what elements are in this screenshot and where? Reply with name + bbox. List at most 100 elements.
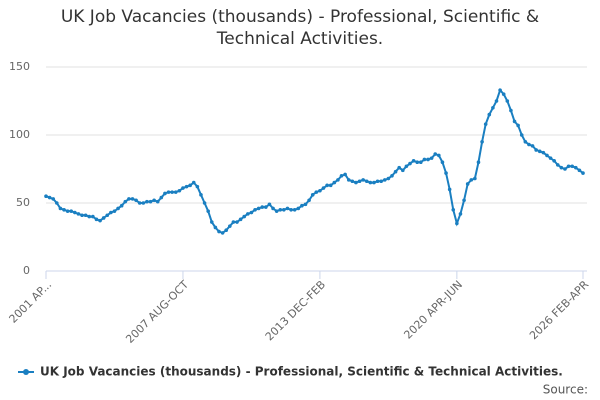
point [296, 206, 301, 211]
point [173, 190, 178, 194]
point [191, 180, 196, 185]
point [310, 193, 315, 197]
point [455, 221, 459, 226]
point [343, 172, 347, 177]
point [519, 133, 524, 137]
point [123, 199, 128, 204]
point [541, 150, 546, 155]
point [47, 195, 52, 200]
point [224, 228, 229, 232]
point [264, 205, 268, 209]
point [379, 179, 383, 184]
point [325, 183, 329, 188]
point [137, 201, 142, 205]
point [253, 208, 257, 212]
point [458, 212, 463, 216]
point [127, 197, 131, 201]
point [184, 184, 189, 189]
point [357, 179, 362, 184]
point [285, 206, 290, 211]
point [422, 157, 427, 162]
point [318, 188, 322, 193]
point [462, 198, 466, 203]
point [563, 167, 567, 171]
point [155, 199, 160, 204]
point [512, 119, 517, 124]
point [116, 206, 120, 211]
point [282, 208, 286, 212]
point [480, 140, 484, 144]
point [76, 212, 81, 216]
y-tick-label: 0 [23, 264, 30, 277]
point [555, 163, 560, 167]
legend-marker [23, 369, 29, 375]
point [336, 178, 340, 182]
point [346, 178, 351, 182]
point [289, 208, 293, 212]
point [328, 183, 333, 188]
point [163, 191, 167, 196]
source: Source: [543, 383, 588, 397]
point [534, 148, 538, 152]
point [368, 180, 373, 185]
x-tick-label: 2007 AUG-OCT [123, 278, 191, 346]
y-tick-label: 100 [9, 128, 30, 141]
point [408, 161, 412, 166]
point [145, 199, 149, 204]
point [148, 199, 153, 204]
point [364, 179, 369, 184]
point [101, 216, 106, 220]
point [444, 171, 448, 175]
point [206, 209, 210, 213]
point [491, 106, 495, 110]
point [498, 88, 502, 92]
point [98, 218, 102, 223]
point [494, 99, 499, 103]
point [87, 214, 92, 219]
x-tick-label: 2026 FEB-APR [527, 278, 591, 342]
point [386, 176, 391, 181]
point [166, 190, 171, 194]
point [447, 187, 452, 192]
point [73, 210, 77, 215]
x-tick-label: 2020 APR-JUN [401, 278, 465, 342]
point [51, 197, 56, 201]
x-tick-label: 2013 DEC-FEB [263, 278, 328, 343]
point [382, 178, 387, 182]
point [566, 164, 571, 169]
y-tick-label: 150 [9, 60, 30, 73]
point [271, 206, 275, 211]
point [112, 209, 117, 213]
point [119, 203, 124, 208]
point [249, 210, 254, 215]
point [473, 176, 477, 181]
point [390, 174, 394, 178]
point [437, 153, 441, 158]
point [69, 209, 74, 213]
point [300, 203, 304, 208]
point [220, 231, 225, 235]
point [483, 122, 488, 126]
point [354, 180, 358, 185]
point [130, 197, 135, 201]
point [509, 108, 513, 113]
point [433, 152, 438, 156]
point [58, 206, 63, 211]
point [195, 184, 200, 189]
point [419, 160, 423, 164]
point [559, 165, 564, 170]
point [429, 156, 434, 160]
point [55, 201, 59, 205]
point [238, 217, 243, 222]
point [152, 198, 156, 203]
point [228, 224, 232, 228]
point [487, 112, 492, 117]
point [231, 220, 236, 224]
point [209, 220, 214, 224]
point [274, 209, 279, 213]
point [109, 210, 113, 215]
point [292, 208, 297, 212]
point [267, 202, 272, 207]
